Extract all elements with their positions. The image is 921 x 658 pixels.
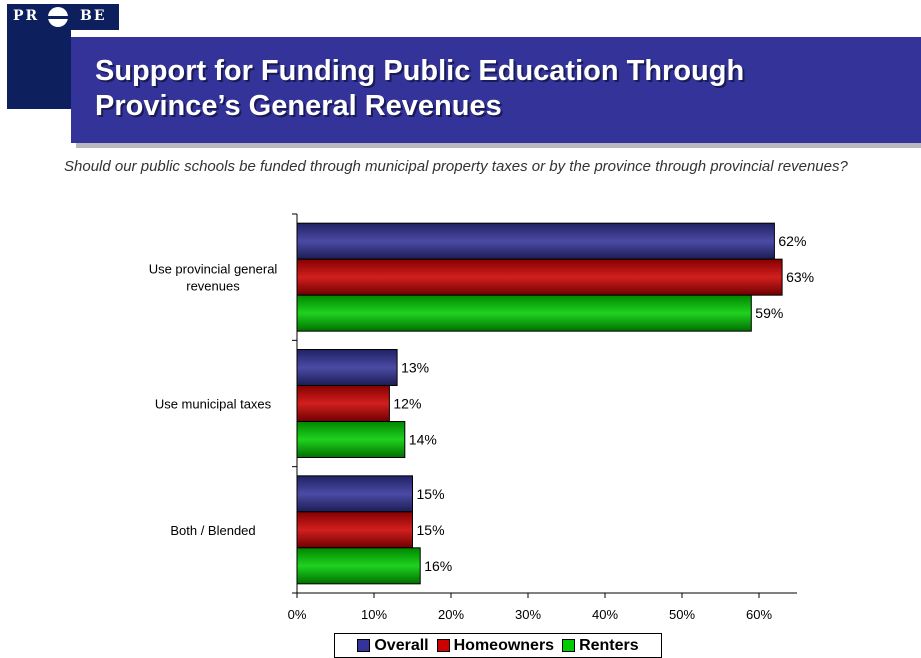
data-label: 15% (417, 522, 445, 538)
x-tick-label: 40% (592, 607, 618, 622)
data-label: 13% (401, 360, 429, 376)
bar-overall (296, 349, 398, 386)
logo-text-right: BE (80, 8, 107, 24)
probe-logo: PR BE (7, 4, 119, 109)
bar-renters (296, 421, 406, 458)
legend-item-renters: Renters (562, 637, 639, 655)
legend-item-overall: Overall (357, 636, 429, 655)
data-label: 16% (424, 558, 452, 574)
data-label: 63% (786, 269, 814, 285)
bar-homeowners (296, 385, 390, 422)
title-banner: Support for Funding Public Education Thr… (71, 37, 921, 143)
legend-swatch-renters (562, 639, 576, 652)
chart-legend: Overall Homeowners Renters (334, 633, 662, 658)
x-tick-label: 20% (438, 607, 464, 622)
category-label: Both / Blended (170, 523, 255, 538)
category-label: Use municipal taxes (155, 397, 272, 412)
bar-homeowners (296, 511, 413, 549)
x-tick-label: 60% (746, 607, 772, 622)
page-title: Support for Funding Public Education Thr… (95, 55, 745, 122)
legend-item-homeowners: Homeowners (436, 636, 555, 655)
x-tick-label: 30% (515, 607, 541, 622)
data-label: 15% (417, 486, 445, 502)
bar-chart: 0% 10% 20% 30% 40% 50% 60% 62% 63% 59% Use provinc… (149, 213, 814, 622)
legend-swatch-overall (357, 639, 371, 652)
data-label: 62% (778, 233, 806, 249)
logo-side-block (7, 30, 71, 109)
survey-question: Should our public schools be funded thro… (64, 158, 848, 175)
x-tick-label: 50% (669, 607, 695, 622)
legend-label-renters: Renters (579, 636, 639, 654)
legend-swatch-homeowners (436, 639, 450, 652)
bar-renters (296, 547, 421, 585)
data-label: 59% (755, 305, 783, 321)
x-tick-label: 10% (361, 607, 387, 622)
logo-circle-icon (48, 7, 68, 27)
data-label: 12% (393, 396, 421, 412)
legend-label-overall: Overall (374, 636, 429, 654)
bar-homeowners (296, 258, 783, 296)
category-label: Use provincial general (149, 262, 278, 277)
legend-label-homeowners: Homeowners (453, 636, 555, 654)
logo-text-left: PR (13, 8, 40, 24)
x-tick-label: 0% (288, 607, 307, 622)
bar-overall (296, 222, 775, 260)
bar-overall (296, 475, 413, 513)
category-label: revenues (186, 279, 240, 294)
data-label: 14% (409, 432, 437, 448)
bar-renters (296, 294, 752, 332)
